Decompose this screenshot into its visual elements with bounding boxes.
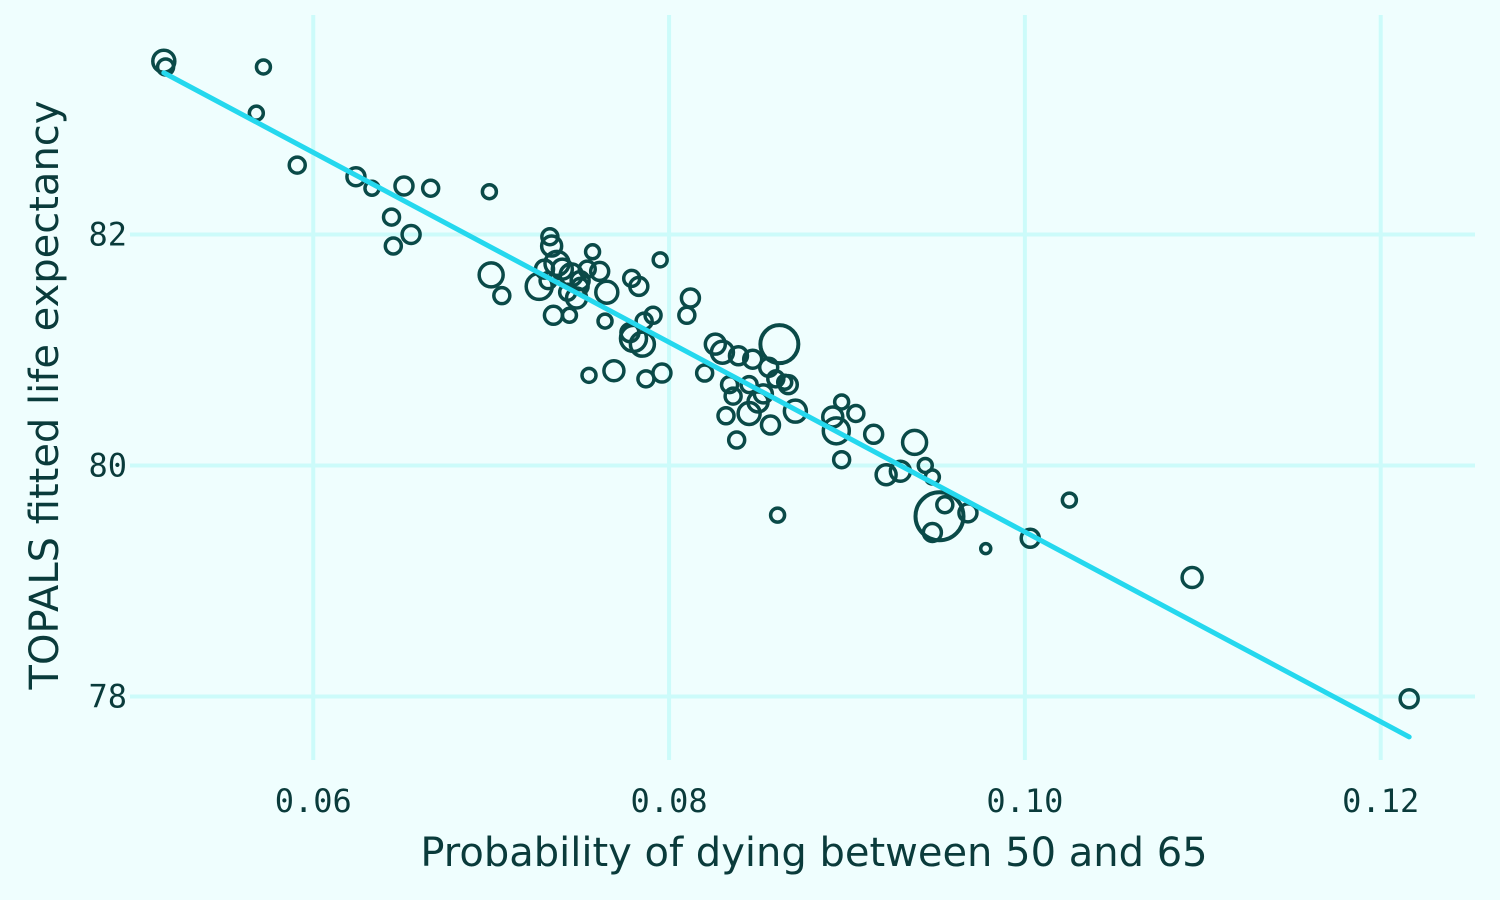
data-point: [913, 490, 966, 543]
data-point: [651, 251, 669, 269]
data-point: [1060, 491, 1079, 509]
y-tick-label: 80: [88, 446, 127, 484]
y-tick-label: 82: [88, 215, 127, 253]
data-point: [727, 344, 750, 367]
trend-line: [161, 70, 1412, 740]
x-tick-label: 0.12: [1342, 782, 1419, 820]
y-axis-ticks: 78 80 82: [88, 215, 127, 715]
data-point: [900, 428, 929, 457]
data-point: [782, 398, 809, 424]
data-point: [477, 261, 505, 289]
data-point: [736, 400, 762, 427]
data-point: [560, 306, 579, 325]
data-point: [677, 305, 697, 326]
data-point: [400, 223, 422, 246]
data-point: [694, 363, 715, 383]
data-point: [542, 304, 565, 327]
data-point: [588, 260, 611, 283]
data-point: [596, 312, 614, 330]
data-point: [723, 386, 743, 406]
y-axis-title: TOPALS fitted life expectancy: [22, 101, 68, 691]
data-point: [739, 374, 759, 395]
data-point: [709, 339, 736, 366]
data-point: [420, 178, 441, 199]
data-point: [287, 155, 307, 175]
data-point: [602, 359, 626, 383]
data-point: [821, 416, 852, 446]
data-point: [643, 305, 663, 326]
x-tick-label: 0.06: [275, 782, 352, 820]
scatter-points: [151, 48, 1420, 710]
x-axis-title: Probability of dying between 50 and 65: [420, 830, 1207, 876]
data-point: [832, 393, 851, 411]
data-point: [583, 243, 602, 261]
x-axis-ticks: 0.06 0.08 0.10 0.12: [275, 782, 1420, 820]
data-point: [651, 362, 673, 384]
data-point: [254, 58, 273, 76]
data-point: [577, 259, 597, 279]
data-point: [758, 323, 801, 366]
data-point: [628, 275, 650, 298]
gridlines: [130, 15, 1475, 760]
data-point: [916, 456, 935, 475]
data-point: [978, 541, 993, 556]
data-point: [383, 236, 404, 256]
data-point: [594, 279, 620, 305]
data-point: [935, 494, 955, 515]
data-point: [726, 430, 747, 450]
x-tick-label: 0.10: [986, 782, 1063, 820]
data-point: [1398, 688, 1420, 710]
data-point: [480, 182, 499, 201]
data-point: [628, 330, 657, 358]
data-point: [1180, 565, 1204, 590]
x-tick-label: 0.08: [631, 782, 708, 820]
data-point: [759, 414, 782, 436]
data-point: [862, 423, 885, 446]
data-point: [492, 285, 512, 306]
data-point: [846, 403, 866, 424]
trend-line-group: [161, 70, 1412, 740]
data-point: [345, 165, 367, 188]
data-point: [831, 449, 852, 470]
data-point: [768, 506, 787, 524]
data-point: [580, 366, 598, 385]
data-point: [393, 175, 415, 197]
data-point: [381, 207, 402, 227]
data-point: [703, 332, 728, 356]
data-point: [777, 373, 800, 396]
data-point: [716, 406, 736, 426]
data-point: [679, 287, 702, 309]
data-point: [539, 234, 564, 258]
y-tick-label: 78: [88, 677, 127, 715]
data-point: [874, 462, 898, 487]
